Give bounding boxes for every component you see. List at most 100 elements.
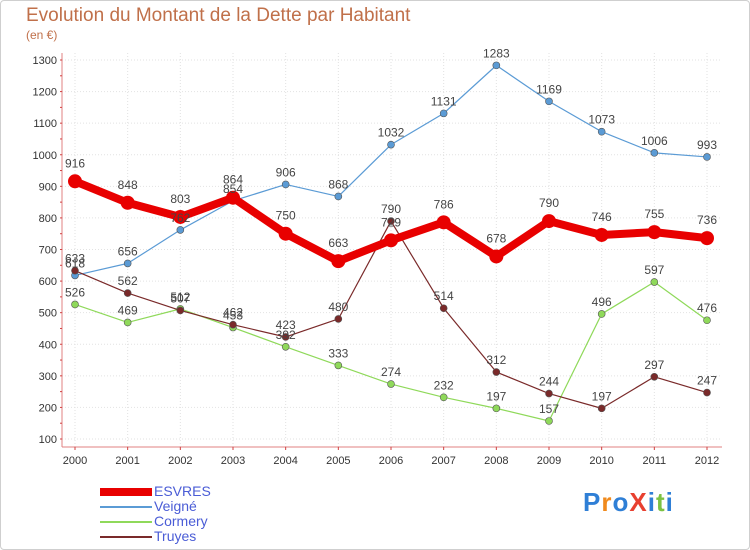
data-point-truyes [545, 389, 553, 398]
data-label-cormery: 496 [592, 295, 612, 309]
y-tick-label: 700 [39, 245, 57, 257]
data-label-truyes: 507 [170, 291, 190, 305]
data-label-esvres: 729 [381, 215, 401, 229]
proxiti-logo: ProXiti [583, 487, 674, 518]
data-label-truyes: 247 [697, 374, 717, 388]
data-label-truyes: 462 [223, 306, 243, 320]
data-label-veign: 1073 [588, 113, 615, 127]
data-point-truyes [71, 266, 79, 275]
data-point-cormery [703, 316, 711, 325]
data-point-cormery [71, 300, 79, 309]
data-point-cormery [281, 342, 290, 351]
data-point-truyes [281, 333, 290, 341]
data-point-esvres [489, 249, 504, 264]
data-point-cormery [650, 278, 659, 286]
data-point-truyes [334, 315, 343, 323]
data-label-cormery: 333 [328, 346, 348, 360]
data-point-esvres [436, 215, 451, 230]
x-tick-label: 2007 [431, 455, 455, 467]
data-point-cormery [123, 318, 132, 327]
data-point-esvres [226, 190, 240, 205]
data-label-esvres: 790 [539, 196, 559, 210]
data-label-truyes: 297 [644, 358, 664, 372]
y-tick-label: 1100 [33, 118, 57, 130]
legend-swatch [100, 488, 152, 496]
data-label-truyes: 423 [276, 318, 296, 332]
x-tick-label: 2008 [484, 455, 508, 467]
data-point-esvres [384, 233, 398, 248]
data-label-veign: 1131 [431, 94, 457, 108]
data-label-cormery: 469 [118, 303, 138, 317]
data-point-veign [545, 97, 553, 106]
legend-swatch [100, 521, 152, 523]
chart-title: Evolution du Montant de la Dette par Hab… [26, 5, 411, 26]
data-label-cormery: 526 [65, 285, 85, 299]
data-point-veign [387, 140, 395, 149]
data-label-esvres: 750 [276, 209, 296, 223]
data-label-veign: 993 [697, 138, 717, 152]
data-point-esvres [647, 225, 662, 240]
y-tick-label: 500 [39, 308, 57, 320]
data-point-esvres [594, 227, 609, 242]
y-tick-label: 900 [39, 181, 57, 193]
data-point-cormery [545, 417, 553, 425]
y-tick-label: 100 [39, 434, 57, 446]
chart-subtitle: (en €) [26, 28, 58, 42]
data-point-esvres [120, 195, 135, 210]
x-tick-label: 2006 [379, 455, 403, 467]
logo-letter: t [655, 487, 666, 517]
y-tick-label: 1000 [33, 150, 57, 162]
data-label-esvres: 786 [434, 197, 454, 211]
x-tick-label: 2009 [537, 455, 561, 467]
y-tick-label: 1200 [33, 87, 57, 99]
data-point-cormery [387, 380, 395, 388]
data-label-esvres: 803 [170, 192, 190, 206]
data-label-esvres: 916 [65, 156, 85, 170]
data-point-truyes [703, 388, 711, 397]
data-label-truyes: 480 [328, 300, 348, 314]
data-label-esvres: 864 [223, 173, 243, 187]
data-point-truyes [229, 320, 237, 329]
logo-letter: r [601, 487, 613, 517]
data-point-esvres [68, 174, 82, 189]
x-tick-label: 2004 [273, 455, 297, 467]
legend-label: Truyes [154, 528, 197, 544]
legend-label: ESVRES [154, 483, 211, 499]
data-point-veign [703, 153, 711, 161]
y-tick-label: 1300 [33, 55, 57, 67]
data-point-veign [334, 192, 343, 201]
data-label-esvres: 678 [486, 231, 506, 245]
x-tick-label: 2001 [115, 455, 139, 467]
data-label-veign: 906 [276, 165, 296, 179]
data-label-veign: 618 [65, 256, 85, 270]
data-label-cormery: 392 [276, 328, 296, 342]
data-label-esvres: 736 [697, 213, 717, 227]
legend-swatch [100, 506, 152, 508]
data-point-cormery [439, 393, 448, 402]
y-tick-label: 800 [39, 213, 57, 225]
data-label-cormery: 232 [434, 378, 454, 392]
y-tick-label: 600 [39, 276, 57, 288]
data-label-truyes: 244 [539, 375, 559, 389]
data-point-truyes [597, 404, 606, 413]
logo-letter: i [665, 487, 674, 517]
data-label-veign: 762 [170, 211, 190, 225]
data-label-esvres: 663 [328, 236, 348, 250]
data-label-esvres: 848 [118, 178, 138, 192]
data-label-cormery: 274 [381, 365, 401, 379]
data-label-veign: 1283 [483, 46, 510, 60]
data-label-cormery: 197 [486, 389, 506, 403]
x-tick-label: 2011 [643, 455, 667, 467]
data-point-esvres [278, 226, 293, 241]
logo-letter: i [647, 487, 656, 517]
data-point-truyes [387, 217, 395, 225]
data-point-veign [650, 149, 659, 157]
data-point-truyes [492, 368, 501, 376]
x-tick-label: 2012 [695, 455, 719, 467]
y-tick-label: 300 [39, 371, 57, 383]
data-point-cormery [597, 310, 606, 318]
legend-label: Veigné [154, 498, 197, 514]
logo-letter: P [583, 487, 602, 517]
data-point-veign [176, 226, 185, 234]
